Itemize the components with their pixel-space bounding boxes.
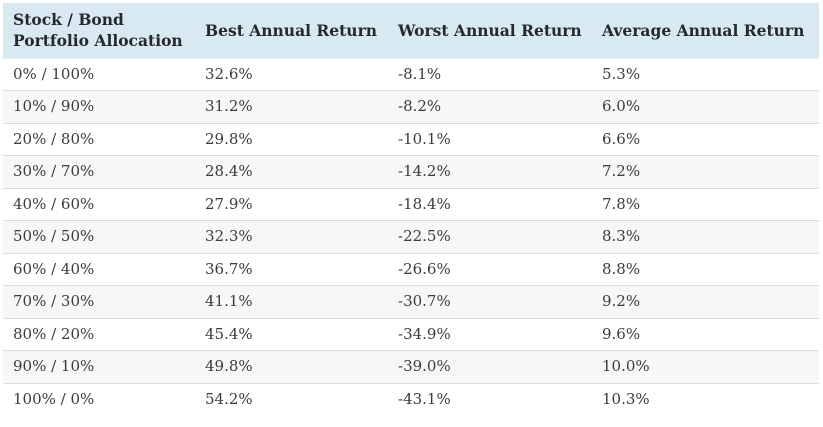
cell-worst-return: -18.4% (388, 187, 592, 221)
cell-allocation: 70% / 30% (3, 285, 195, 318)
cell-average-return: 9.2% (592, 285, 819, 318)
cell-worst-return: -8.1% (388, 57, 592, 91)
table-row: 40% / 60% 27.9% -18.4% 7.8% (3, 187, 819, 221)
cell-average-return: 10.0% (592, 350, 819, 383)
table-row: 70% / 30% 41.1% -30.7% 9.2% (3, 285, 819, 318)
col-header-allocation: Stock / Bond Portfolio Allocation (3, 3, 195, 58)
header-row: Stock / Bond Portfolio Allocation Best A… (3, 3, 819, 58)
cell-worst-return: -34.9% (388, 317, 592, 351)
cell-worst-return: -22.5% (388, 220, 592, 253)
col-header-allocation-line2: Portfolio Allocation (13, 31, 183, 51)
cell-worst-return: -8.2% (388, 90, 592, 123)
cell-worst-return: -39.0% (388, 350, 592, 383)
cell-best-return: 49.8% (195, 350, 388, 383)
cell-allocation: 10% / 90% (3, 90, 195, 123)
cell-worst-return: -30.7% (388, 285, 592, 318)
cell-allocation: 100% / 0% (3, 382, 195, 416)
table-row: 60% / 40% 36.7% -26.6% 8.8% (3, 252, 819, 286)
cell-average-return: 6.0% (592, 90, 819, 123)
cell-worst-return: -26.6% (388, 252, 592, 286)
cell-best-return: 32.3% (195, 220, 388, 253)
cell-best-return: 41.1% (195, 285, 388, 318)
col-header-worst-return: Worst Annual Return (388, 3, 592, 58)
cell-best-return: 27.9% (195, 187, 388, 221)
cell-allocation: 0% / 100% (3, 57, 195, 91)
cell-best-return: 29.8% (195, 122, 388, 156)
portfolio-returns-table: Stock / Bond Portfolio Allocation Best A… (3, 3, 819, 416)
cell-average-return: 6.6% (592, 122, 819, 156)
cell-allocation: 60% / 40% (3, 252, 195, 286)
col-header-average-return: Average Annual Return (592, 3, 819, 58)
cell-average-return: 10.3% (592, 382, 819, 416)
col-header-allocation-line1: Stock / Bond (13, 10, 124, 30)
cell-allocation: 80% / 20% (3, 317, 195, 351)
cell-average-return: 8.8% (592, 252, 819, 286)
cell-average-return: 7.2% (592, 155, 819, 188)
table-row: 50% / 50% 32.3% -22.5% 8.3% (3, 220, 819, 253)
cell-best-return: 28.4% (195, 155, 388, 188)
table-row: 0% / 100% 32.6% -8.1% 5.3% (3, 57, 819, 91)
table-row: 30% / 70% 28.4% -14.2% 7.2% (3, 155, 819, 188)
table-row: 90% / 10% 49.8% -39.0% 10.0% (3, 350, 819, 383)
cell-best-return: 36.7% (195, 252, 388, 286)
cell-best-return: 45.4% (195, 317, 388, 351)
table-row: 10% / 90% 31.2% -8.2% 6.0% (3, 90, 819, 123)
cell-best-return: 54.2% (195, 382, 388, 416)
cell-worst-return: -14.2% (388, 155, 592, 188)
table-row: 20% / 80% 29.8% -10.1% 6.6% (3, 122, 819, 156)
col-header-best-return: Best Annual Return (195, 3, 388, 58)
cell-allocation: 30% / 70% (3, 155, 195, 188)
cell-worst-return: -10.1% (388, 122, 592, 156)
table-row: 80% / 20% 45.4% -34.9% 9.6% (3, 317, 819, 351)
cell-average-return: 5.3% (592, 57, 819, 91)
table-row: 100% / 0% 54.2% -43.1% 10.3% (3, 382, 819, 416)
cell-best-return: 31.2% (195, 90, 388, 123)
cell-average-return: 9.6% (592, 317, 819, 351)
cell-best-return: 32.6% (195, 57, 388, 91)
cell-average-return: 8.3% (592, 220, 819, 253)
cell-allocation: 50% / 50% (3, 220, 195, 253)
cell-allocation: 40% / 60% (3, 187, 195, 221)
page: Stock / Bond Portfolio Allocation Best A… (3, 3, 819, 416)
cell-allocation: 90% / 10% (3, 350, 195, 383)
cell-average-return: 7.8% (592, 187, 819, 221)
cell-worst-return: -43.1% (388, 382, 592, 416)
cell-allocation: 20% / 80% (3, 122, 195, 156)
